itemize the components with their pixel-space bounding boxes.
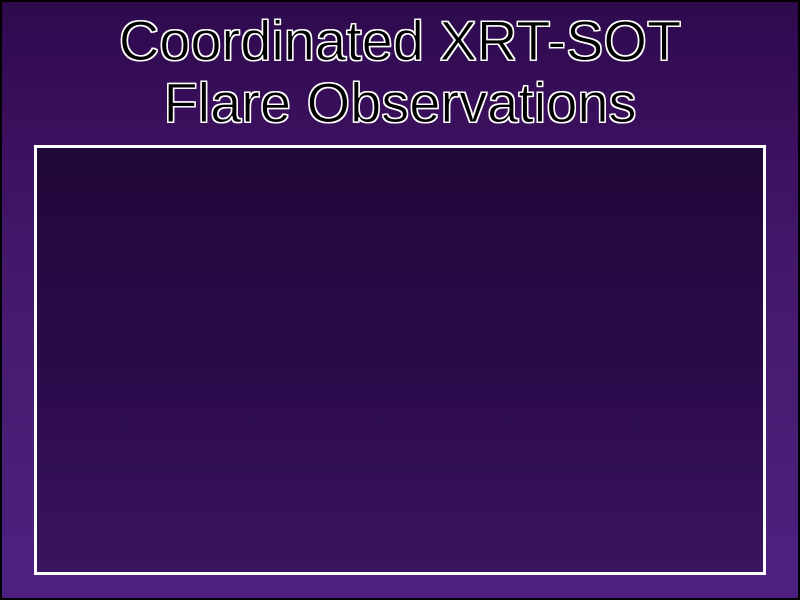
slide-title: Coordinated XRT-SOT Flare Observations bbox=[2, 2, 798, 137]
content-placeholder-box bbox=[34, 145, 766, 575]
title-line-1: Coordinated XRT-SOT bbox=[2, 10, 798, 72]
title-line-2: Flare Observations bbox=[2, 72, 798, 134]
